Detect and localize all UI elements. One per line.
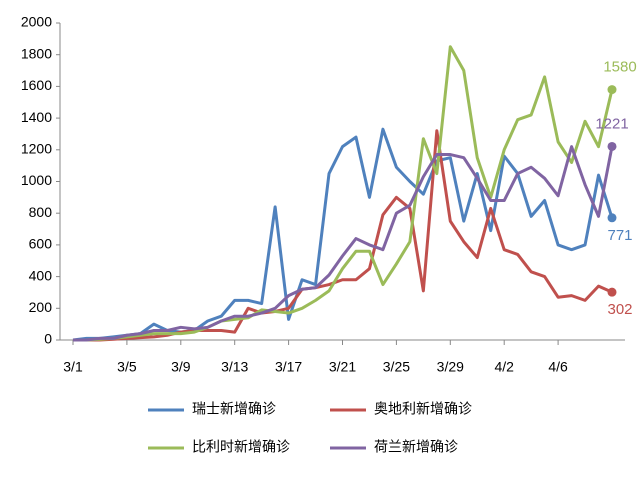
data-label: 771 [607, 227, 632, 244]
x-tick-label: 4/2 [494, 359, 514, 375]
y-tick-label: 800 [29, 204, 53, 220]
series-line [73, 45, 614, 342]
series-line [72, 127, 614, 342]
y-tick-label: 1400 [21, 109, 52, 125]
end-marker [607, 85, 617, 95]
y-tick-label: 1800 [21, 45, 52, 61]
legend-label: 荷兰新增确诊 [374, 439, 458, 455]
y-tick-label: 0 [44, 331, 52, 347]
data-label: 1221 [595, 115, 628, 132]
y-tick-label: 1600 [21, 77, 52, 93]
y-tick-label: 200 [29, 299, 53, 315]
legend-label: 比利时新增确诊 [192, 439, 290, 455]
end-marker [607, 287, 617, 297]
data-label: 1580 [603, 59, 636, 76]
legend-label: 瑞士新增确诊 [192, 401, 276, 417]
y-tick-label: 400 [29, 267, 53, 283]
x-tick-label: 3/1 [63, 359, 83, 375]
x-tick-label: 3/5 [117, 359, 137, 375]
series-line [73, 129, 613, 342]
data-label: 302 [607, 301, 632, 318]
end-marker [607, 141, 617, 151]
x-tick-label: 4/6 [548, 359, 568, 375]
x-tick-label: 3/9 [171, 359, 191, 375]
x-tick-label: 3/13 [221, 359, 248, 375]
y-tick-label: 2000 [21, 14, 52, 30]
x-tick-label: 3/21 [329, 359, 356, 375]
y-tick-label: 600 [29, 236, 53, 252]
end-marker [607, 213, 617, 223]
x-tick-label: 3/17 [275, 359, 302, 375]
legend-label: 奥地利新增确诊 [374, 401, 472, 417]
x-tick-label: 3/29 [437, 359, 464, 375]
y-tick-label: 1200 [21, 141, 52, 157]
y-tick-label: 1000 [21, 172, 52, 188]
x-tick-label: 3/25 [383, 359, 410, 375]
series-line [73, 145, 614, 342]
